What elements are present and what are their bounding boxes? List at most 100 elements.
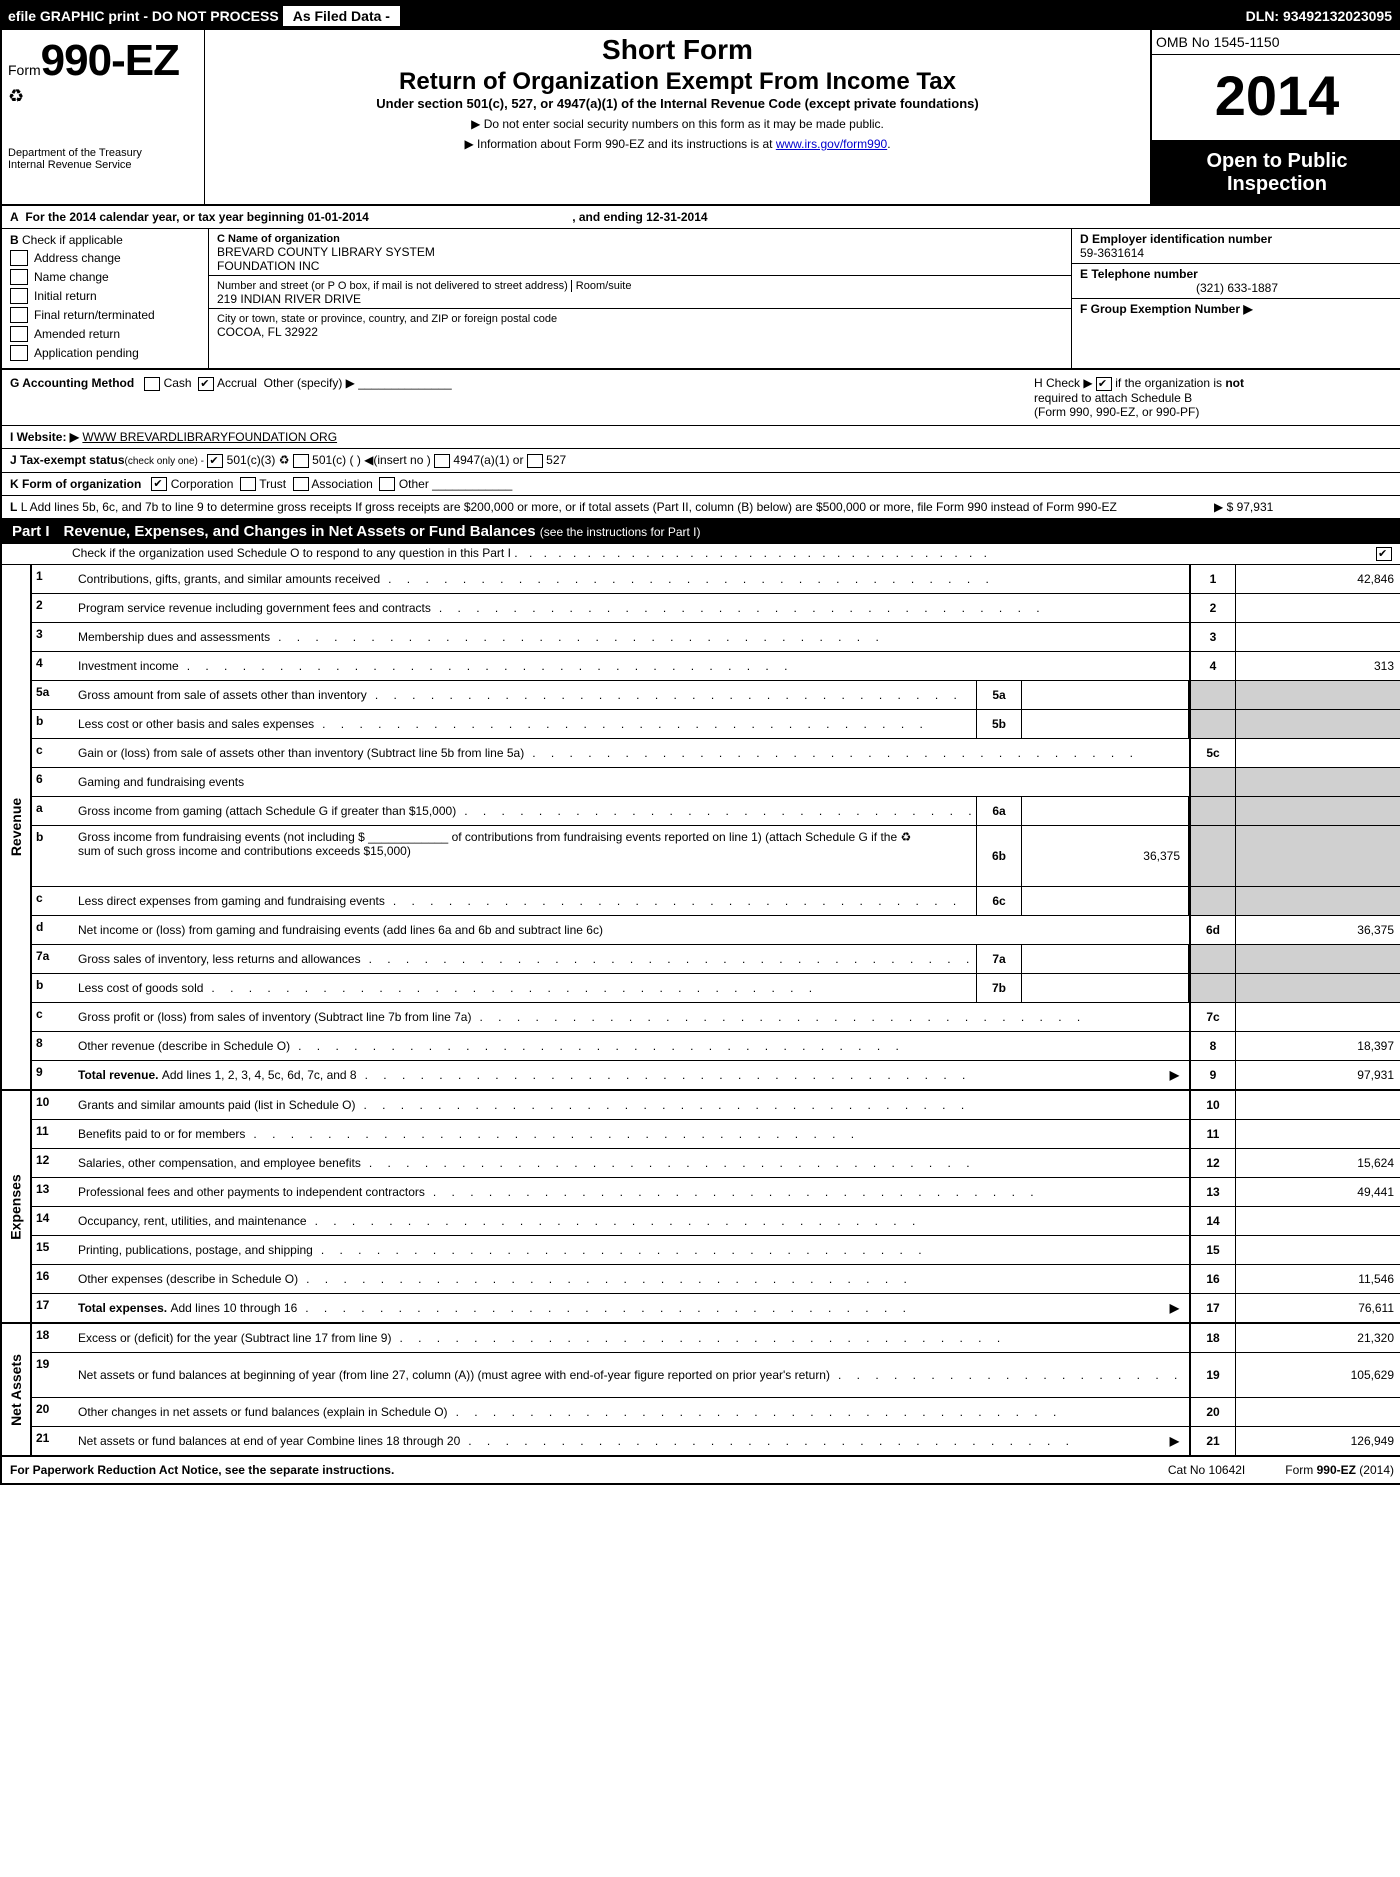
col-val: 15,624 [1235, 1149, 1400, 1177]
col-num: 9 [1189, 1061, 1235, 1089]
chk-application-pending[interactable]: Application pending [10, 345, 200, 361]
chk-association[interactable] [293, 477, 309, 491]
chk-accrual[interactable] [198, 377, 214, 391]
chk-corporation[interactable] [151, 477, 167, 491]
chk-501c[interactable] [293, 454, 309, 468]
chk-name-change[interactable]: Name change [10, 269, 200, 285]
line-desc: Gain or (loss) from sale of assets other… [78, 746, 524, 760]
line-14: 14Occupancy, rent, utilities, and mainte… [32, 1207, 1400, 1236]
line-desc: Gross sales of inventory, less returns a… [78, 952, 361, 966]
net-assets-side-label: Net Assets [2, 1324, 32, 1455]
col-num: 10 [1189, 1091, 1235, 1119]
treasury-line2: Internal Revenue Service [8, 159, 198, 171]
line-desc: Net assets or fund balances at end of ye… [78, 1434, 460, 1448]
section-bcdef: B Check if applicable Address change Nam… [2, 229, 1400, 370]
form-header: Form990-EZ ♻ Department of the Treasury … [2, 30, 1400, 206]
row-g-h: G Accounting Method Cash Accrual Other (… [2, 370, 1400, 426]
line-num: 7a [32, 945, 74, 973]
cell-phone: E Telephone number (321) 633-1887 [1072, 264, 1400, 299]
line-7b: b Less cost of goods sold. . . . . . . .… [32, 974, 1400, 1003]
arrow-icon: ▶ [1170, 1068, 1185, 1082]
line-3: 3 Membership dues and assessments. . . .… [32, 623, 1400, 652]
col-num-shade [1189, 826, 1235, 886]
note-info-pre: ▶ Information about Form 990-EZ and its … [464, 137, 775, 151]
dots: . . . . . . . . . . . . . . . . . . . . … [385, 894, 972, 909]
row-l-gross-receipts: L L Add lines 5b, 6c, and 7b to line 9 t… [2, 496, 1400, 519]
col-val: 18,397 [1235, 1032, 1400, 1060]
checkbox-icon [10, 345, 28, 361]
col-num: 8 [1189, 1032, 1235, 1060]
chk-527[interactable] [527, 454, 543, 468]
col-num: 6d [1189, 916, 1235, 944]
sub-col: 6c [976, 887, 1022, 915]
label-b-text: Check if applicable [22, 233, 123, 247]
efile-top-bar: efile GRAPHIC print - DO NOT PROCESS As … [2, 2, 1400, 30]
line-desc: Salaries, other compensation, and employ… [78, 1156, 361, 1170]
col-num-shade [1189, 945, 1235, 973]
line-desc: Investment income [78, 659, 179, 673]
line-8: 8 Other revenue (describe in Schedule O)… [32, 1032, 1400, 1061]
dots: . . . . . . . . . . . . . . . . . . . . … [431, 601, 1185, 616]
sub-val [1022, 681, 1189, 709]
col-num: 1 [1189, 565, 1235, 593]
expenses-lines: 10Grants and similar amounts paid (list … [32, 1091, 1400, 1322]
col-val-shade [1235, 768, 1400, 796]
expenses-section: Expenses 10Grants and similar amounts pa… [2, 1091, 1400, 1324]
part-i-header: Part I Revenue, Expenses, and Changes in… [2, 519, 1400, 544]
line-10: 10Grants and similar amounts paid (list … [32, 1091, 1400, 1120]
line-desc: Benefits paid to or for members [78, 1127, 245, 1141]
col-val: 42,846 [1235, 565, 1400, 593]
dots: . . . . . . . . . . . . . . . . . . . . … [297, 1301, 1170, 1316]
sub-col: 5a [976, 681, 1022, 709]
open-line1: Open to Public [1156, 150, 1398, 173]
line-11: 11 Benefits paid to or for members. . . .… [32, 1120, 1400, 1149]
accrual-label: Accrual [217, 376, 257, 390]
sub-col: 6b [976, 826, 1022, 886]
col-num: 13 [1189, 1178, 1235, 1206]
part-i-sub: Check if the organization used Schedule … [2, 544, 1400, 565]
footer-form-yr: (2014) [1356, 1463, 1394, 1477]
chk-trust[interactable] [240, 477, 256, 491]
line-desc: Less cost of goods sold [78, 981, 203, 995]
dots: . . . . . . . . . . . . . . . . . . . . … [179, 659, 1185, 674]
chk-schedule-b[interactable] [1096, 377, 1112, 391]
chk-label: Address change [34, 251, 121, 265]
col-num-shade [1189, 710, 1235, 738]
ein-value: 59-3631614 [1080, 246, 1144, 260]
col-num: 11 [1189, 1120, 1235, 1148]
chk-label: Amended return [34, 327, 120, 341]
col-val [1235, 1120, 1400, 1148]
line-num: 16 [32, 1265, 74, 1293]
arrow-icon: ▶ [1170, 1301, 1185, 1315]
chk-501c3[interactable] [207, 454, 223, 468]
line-num: 6 [32, 768, 74, 796]
line-6d: d Net income or (loss) from gaming and f… [32, 916, 1400, 945]
irs-link[interactable]: www.irs.gov/form990 [776, 137, 887, 151]
line-6a: a Gross income from gaming (attach Sched… [32, 797, 1400, 826]
chk-amended-return[interactable]: Amended return [10, 326, 200, 342]
chk-initial-return[interactable]: Initial return [10, 288, 200, 304]
chk-cash[interactable] [144, 377, 160, 391]
line-num: 2 [32, 594, 74, 622]
col-val-shade [1235, 826, 1400, 886]
chk-schedule-o[interactable] [1376, 547, 1392, 561]
line-5c: c Gain or (loss) from sale of assets oth… [32, 739, 1400, 768]
col-val: 36,375 [1235, 916, 1400, 944]
net-assets-lines: 18Excess or (deficit) for the year (Subt… [32, 1324, 1400, 1455]
street-value: 219 INDIAN RIVER DRIVE [217, 292, 361, 306]
k-trust: Trust [259, 477, 286, 491]
efile-left: efile GRAPHIC print - DO NOT PROCESS [2, 8, 279, 24]
chk-4947[interactable] [434, 454, 450, 468]
footer-form-no: 990-EZ [1317, 1463, 1356, 1477]
col-val-shade [1235, 710, 1400, 738]
col-val: 76,611 [1235, 1294, 1400, 1322]
dots: . . . . . . . . . . . . . . . . . . . . … [514, 546, 991, 560]
h-not: not [1225, 376, 1244, 390]
dots: . . . . . . . . . . . . . . . . . . . . … [245, 1127, 1185, 1142]
dots: . . . . . . . . . . . . . . . . . . . . … [456, 804, 972, 819]
chk-other-org[interactable] [379, 477, 395, 491]
line-4: 4 Investment income. . . . . . . . . . .… [32, 652, 1400, 681]
chk-address-change[interactable]: Address change [10, 250, 200, 266]
line-20: 20Other changes in net assets or fund ba… [32, 1398, 1400, 1427]
chk-final-return[interactable]: Final return/terminated [10, 307, 200, 323]
